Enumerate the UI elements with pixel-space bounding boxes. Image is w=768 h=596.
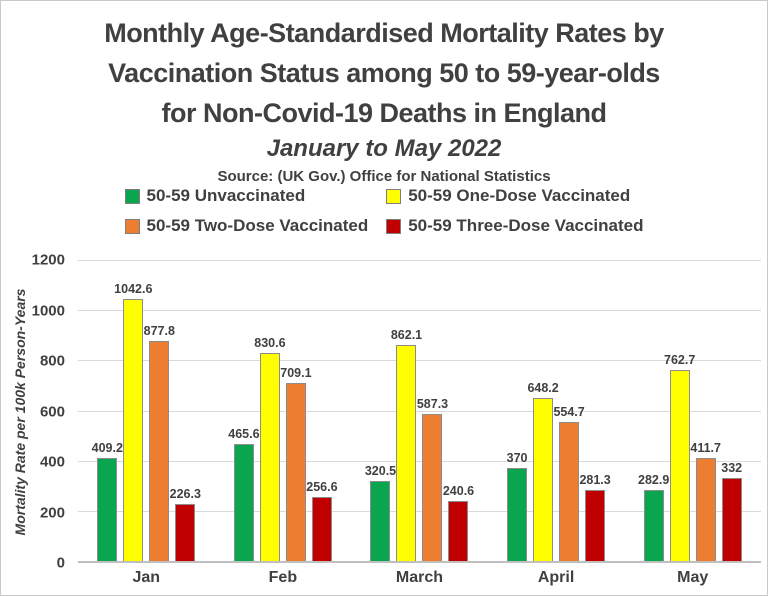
bar: 648.2 bbox=[527, 381, 559, 561]
gridline bbox=[78, 510, 761, 512]
bar-value-label: 411.7 bbox=[690, 440, 721, 455]
legend-item: 50-59 Three-Dose Vaccinated bbox=[386, 216, 644, 236]
plot-area: 409.2 1042.6 877.8 226.3 465.6 830.6 709.1 256.… bbox=[78, 260, 761, 563]
chart-title-line-2: Vaccination Status among 50 to 59-year-o… bbox=[108, 58, 660, 88]
legend-item: 50-59 Unvaccinated bbox=[124, 186, 369, 206]
bar-value-label: 648.2 bbox=[527, 381, 559, 396]
bar-value-label: 281.3 bbox=[579, 473, 611, 488]
bar-value-label: 877.8 bbox=[143, 323, 175, 338]
gridline bbox=[78, 460, 761, 462]
chart-title-line-3: for Non-Covid-19 Deaths in England bbox=[161, 98, 607, 128]
bar-value-label: 465.6 bbox=[228, 427, 260, 442]
x-axis-labels: Jan Feb March April May bbox=[78, 569, 761, 587]
gridline bbox=[78, 410, 761, 412]
bar: 587.3 bbox=[417, 397, 448, 561]
gridline bbox=[78, 360, 761, 362]
legend-swatch bbox=[124, 188, 140, 204]
bar: 411.7 bbox=[690, 441, 721, 561]
bar: 862.1 bbox=[391, 328, 422, 561]
bar: 256.6 bbox=[306, 480, 338, 561]
chart-title-line-1: Monthly Age-Standardised Mortality Rates… bbox=[104, 18, 664, 48]
legend-label: 50-59 Two-Dose Vaccinated bbox=[146, 216, 369, 235]
x-tick-label: May bbox=[677, 569, 709, 586]
bar: 877.8 bbox=[144, 324, 175, 561]
y-tick-label: 1200 bbox=[31, 251, 65, 269]
y-tick-label: 800 bbox=[39, 352, 65, 370]
bar: 332 bbox=[721, 461, 742, 561]
bar: 409.2 bbox=[92, 441, 123, 561]
bar: 320.5 bbox=[365, 464, 396, 561]
x-tick-label: April bbox=[537, 569, 575, 586]
gridline bbox=[78, 310, 761, 312]
bar-value-label: 1042.6 bbox=[114, 282, 153, 297]
chart-subtitle: January to May 2022 bbox=[266, 135, 502, 162]
bar-value-label: 332 bbox=[721, 460, 743, 475]
chart-source: Source: (UK Gov.) Office for National St… bbox=[217, 168, 551, 185]
y-tick-label: 600 bbox=[39, 403, 65, 420]
bar-group: 282.9 762.7 411.7 332 bbox=[624, 260, 761, 561]
bar-value-label: 409.2 bbox=[91, 441, 123, 456]
bar-value-label: 282.9 bbox=[638, 473, 670, 488]
bar-value-label: 709.1 bbox=[280, 366, 312, 381]
bar: 465.6 bbox=[228, 427, 260, 561]
bar-value-label: 256.6 bbox=[306, 479, 338, 494]
bar-group: 320.5 862.1 587.3 240.6 bbox=[351, 260, 488, 561]
legend-label: 50-59 Unvaccinated bbox=[146, 186, 306, 205]
bar: 282.9 bbox=[638, 473, 669, 561]
bar-group: 465.6 830.6 709.1 256.6 bbox=[215, 260, 352, 561]
bar-value-label: 587.3 bbox=[416, 396, 449, 411]
y-tick-label: 400 bbox=[39, 453, 65, 471]
x-tick-label: March bbox=[395, 569, 444, 586]
bar-value-label: 830.6 bbox=[254, 335, 286, 350]
bar-value-label: 370 bbox=[506, 451, 528, 466]
y-tick-label: 1000 bbox=[31, 302, 65, 319]
bar: 709.1 bbox=[280, 366, 312, 561]
legend-item: 50-59 Two-Dose Vaccinated bbox=[124, 216, 369, 236]
legend-swatch bbox=[386, 188, 402, 204]
y-tick-label: 200 bbox=[39, 504, 65, 521]
legend-swatch bbox=[124, 218, 140, 234]
y-tick-label: 0 bbox=[56, 554, 65, 572]
bar: 281.3 bbox=[579, 473, 611, 561]
bar-group: 409.2 1042.6 877.8 226.3 bbox=[78, 260, 215, 561]
bar: 226.3 bbox=[170, 487, 201, 561]
title-block: Monthly Age-Standardised Mortality Rates… bbox=[1, 13, 767, 187]
x-tick-label: Feb bbox=[268, 569, 298, 586]
bar-value-label: 554.7 bbox=[553, 404, 585, 419]
bar-value-label: 226.3 bbox=[169, 487, 201, 502]
bar: 830.6 bbox=[254, 336, 286, 561]
gridline bbox=[78, 260, 761, 261]
legend: 50-59 Unvaccinated 50-59 One-Dose Vaccina… bbox=[1, 186, 767, 236]
bar-group: 370 648.2 554.7 281.3 bbox=[488, 260, 625, 561]
legend-swatch bbox=[386, 218, 402, 234]
bar-value-label: 240.6 bbox=[442, 483, 475, 498]
bar: 554.7 bbox=[553, 405, 585, 561]
bar-value-label: 862.1 bbox=[390, 327, 423, 342]
bar: 370 bbox=[507, 451, 528, 561]
bar: 762.7 bbox=[664, 353, 695, 561]
x-tick-label: Jan bbox=[132, 569, 161, 586]
bar-value-label: 320.5 bbox=[364, 463, 397, 478]
legend-item: 50-59 One-Dose Vaccinated bbox=[386, 186, 643, 206]
legend-label: 50-59 One-Dose Vaccinated bbox=[408, 186, 631, 205]
bar: 240.6 bbox=[443, 484, 474, 561]
bar-value-label: 762.7 bbox=[664, 352, 696, 367]
legend-label: 50-59 Three-Dose Vaccinated bbox=[408, 216, 644, 235]
bar: 1042.6 bbox=[114, 282, 152, 561]
y-axis-ticks: 0 200 400 600 800 1000 1200 bbox=[1, 252, 65, 572]
